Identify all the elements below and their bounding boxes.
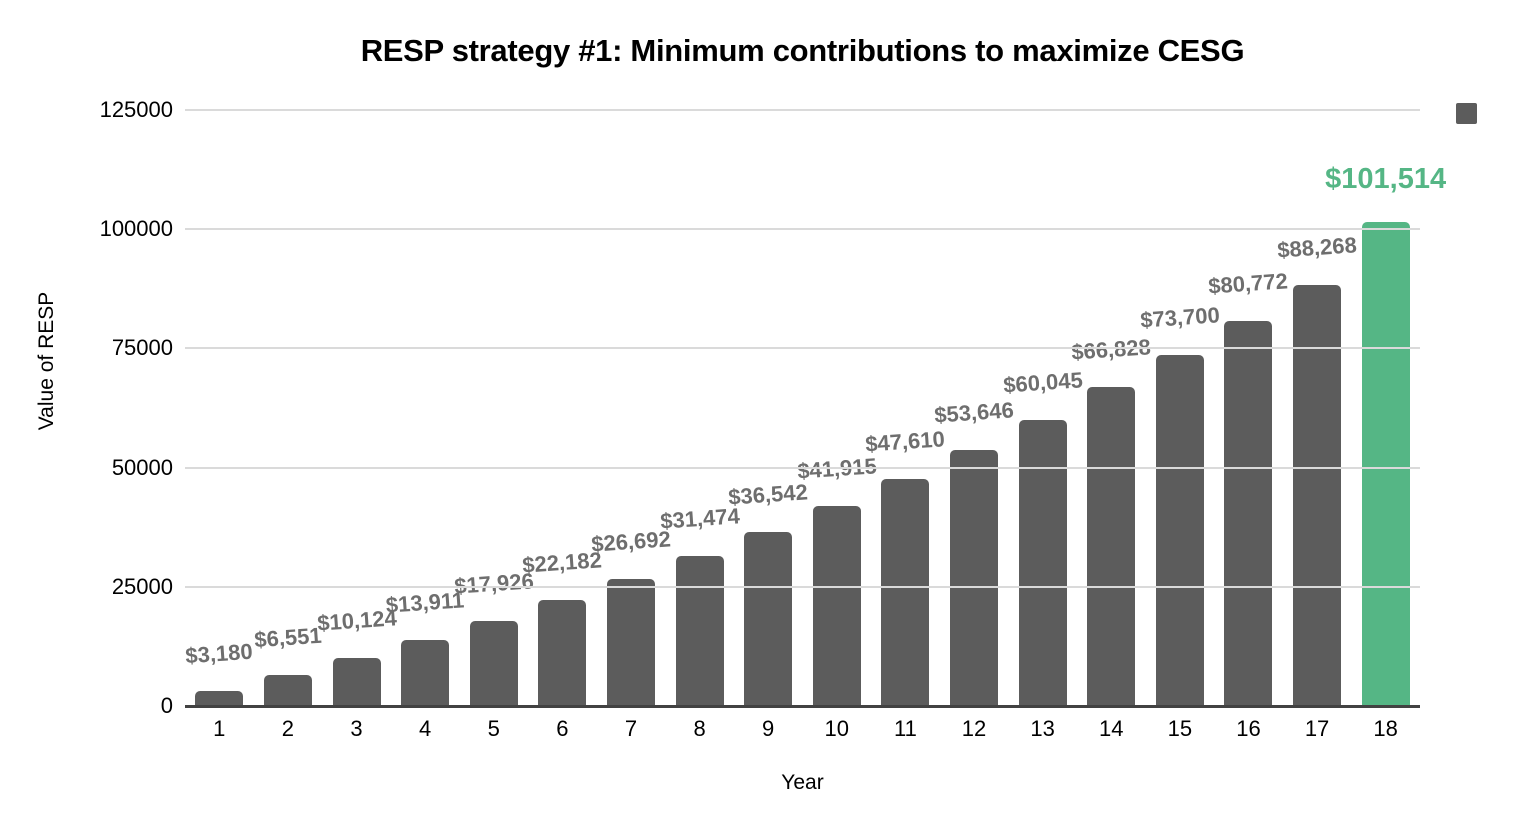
bar-slot-year-10: $41,915 10 bbox=[796, 110, 877, 739]
bar-year-13 bbox=[1018, 419, 1067, 706]
data-label-year-1: $3,180 bbox=[184, 638, 254, 669]
data-label-year-3: $10,124 bbox=[315, 604, 398, 636]
bar-year-16 bbox=[1224, 320, 1273, 706]
x-tick-label-2: 2 bbox=[281, 716, 295, 741]
bar-year-8 bbox=[675, 555, 724, 706]
bar-year-9 bbox=[744, 531, 793, 706]
data-label-year-13: $60,045 bbox=[1002, 366, 1084, 398]
bar-slot-year-11: $47,610 11 bbox=[865, 110, 946, 739]
bar-slot-year-12: $53,646 12 bbox=[933, 110, 1014, 739]
y-tick-label: 125000 bbox=[99, 97, 173, 122]
x-tick-label-8: 8 bbox=[693, 716, 706, 741]
gridline bbox=[185, 228, 1420, 231]
x-tick-label-7: 7 bbox=[624, 716, 638, 741]
x-axis-line bbox=[185, 705, 1420, 708]
y-tick-label: 75000 bbox=[111, 335, 173, 361]
bar-slot-year-15: $73,700 15 bbox=[1139, 110, 1220, 740]
x-tick-label-4: 4 bbox=[419, 716, 432, 741]
bar-slot-year-7: $26,692 7 bbox=[590, 110, 671, 740]
data-label-year-17: $88,268 bbox=[1276, 232, 1358, 263]
x-tick-label-16: 16 bbox=[1236, 716, 1261, 741]
x-tick-label-12: 12 bbox=[961, 716, 987, 741]
y-axis-tick-labels: 0 25000 50000 75000 100000 125000 bbox=[0, 99, 173, 717]
legend bbox=[1456, 103, 1477, 124]
bar-slot-year-6: $22,182 6 bbox=[522, 110, 603, 740]
x-tick-label-13: 13 bbox=[1030, 716, 1055, 741]
bar-slot-year-5: $17,926 5 bbox=[453, 110, 534, 740]
legend-series-swatch-icon bbox=[1456, 103, 1477, 124]
x-tick-label-10: 10 bbox=[824, 716, 850, 741]
data-label-year-11: $47,610 bbox=[864, 426, 946, 457]
x-axis-title: Year bbox=[781, 771, 824, 794]
gridline bbox=[185, 347, 1420, 350]
bar-year-1 bbox=[195, 690, 244, 706]
bar-slot-year-16: $80,772 16 bbox=[1208, 110, 1289, 739]
data-label-year-12: $53,646 bbox=[933, 397, 1015, 428]
chart-title: RESP strategy #1: Minimum contributions … bbox=[360, 33, 1245, 68]
data-label-year-16: $80,772 bbox=[1207, 268, 1289, 299]
gridline bbox=[185, 585, 1420, 588]
x-tick-label-9: 9 bbox=[762, 716, 775, 741]
x-tick-label-14: 14 bbox=[1098, 716, 1124, 741]
x-tick-label-17: 17 bbox=[1304, 716, 1330, 741]
data-label-year-10: $41,915 bbox=[796, 453, 878, 484]
bar-year-15 bbox=[1155, 354, 1204, 706]
bar-series: $3,180 1 $6,551 2 $10,124 3 $13,911 4 $17,926 5 $2… bbox=[184, 110, 1446, 740]
bar-year-4 bbox=[401, 639, 450, 706]
bar-year-6 bbox=[538, 600, 587, 706]
x-tick-label-15: 15 bbox=[1167, 716, 1193, 741]
x-tick-label-5: 5 bbox=[487, 716, 500, 741]
data-label-year-6: $22,182 bbox=[521, 547, 603, 578]
bar-slot-year-2: $6,551 2 bbox=[253, 110, 323, 739]
bar-slot-year-14: $66,828 14 bbox=[1071, 110, 1152, 740]
bar-slot-year-13: $60,045 13 bbox=[1002, 110, 1083, 740]
bar-slot-year-4: $13,911 4 bbox=[385, 110, 465, 740]
bar-year-11 bbox=[881, 479, 930, 706]
bar-slot-year-8: $31,474 8 bbox=[659, 110, 740, 739]
bar-slot-year-9: $36,542 9 bbox=[728, 110, 809, 739]
data-label-year-15: $73,700 bbox=[1139, 301, 1221, 333]
bar-year-14 bbox=[1087, 387, 1136, 706]
highlight-bar-year-18 bbox=[1361, 221, 1410, 706]
bar-year-2 bbox=[263, 674, 312, 706]
bar-year-17 bbox=[1293, 285, 1342, 706]
bar-slot-year-18: $101,514 18 bbox=[1325, 110, 1446, 739]
bar-slot-year-1: $3,180 1 bbox=[184, 110, 254, 740]
data-label-year-4: $13,911 bbox=[385, 586, 466, 618]
gridline bbox=[185, 109, 1420, 111]
data-label-year-2: $6,551 bbox=[253, 622, 323, 653]
y-tick-label: 0 bbox=[160, 693, 173, 718]
bar-year-12 bbox=[950, 450, 998, 706]
plot-area: $3,180 1 $6,551 2 $10,124 3 $13,911 4 $17,926 5 $2… bbox=[184, 109, 1446, 740]
data-label-year-9: $36,542 bbox=[727, 479, 809, 510]
bar-slot-year-17: $88,268 17 bbox=[1276, 110, 1357, 739]
y-tick-label: 50000 bbox=[111, 454, 173, 480]
bar-slot-year-3: $10,124 3 bbox=[316, 110, 397, 740]
gridline bbox=[185, 466, 1420, 469]
x-tick-label-18: 18 bbox=[1373, 716, 1398, 741]
y-tick-label: 25000 bbox=[111, 573, 173, 599]
x-tick-label-3: 3 bbox=[350, 716, 363, 741]
x-tick-label-6: 6 bbox=[556, 716, 569, 741]
bar-year-5 bbox=[469, 620, 518, 706]
x-tick-label-11: 11 bbox=[893, 716, 917, 741]
y-tick-label: 100000 bbox=[99, 216, 173, 242]
data-label-year-14: $66,828 bbox=[1070, 334, 1152, 366]
data-label-year-18: $101,514 bbox=[1325, 162, 1447, 195]
bar-year-3 bbox=[332, 657, 381, 706]
bar-year-7 bbox=[606, 578, 655, 706]
bar-year-10 bbox=[812, 506, 861, 706]
data-label-year-7: $26,692 bbox=[590, 525, 672, 557]
x-tick-label-1: 1 bbox=[213, 716, 226, 741]
data-label-year-8: $31,474 bbox=[658, 503, 741, 534]
